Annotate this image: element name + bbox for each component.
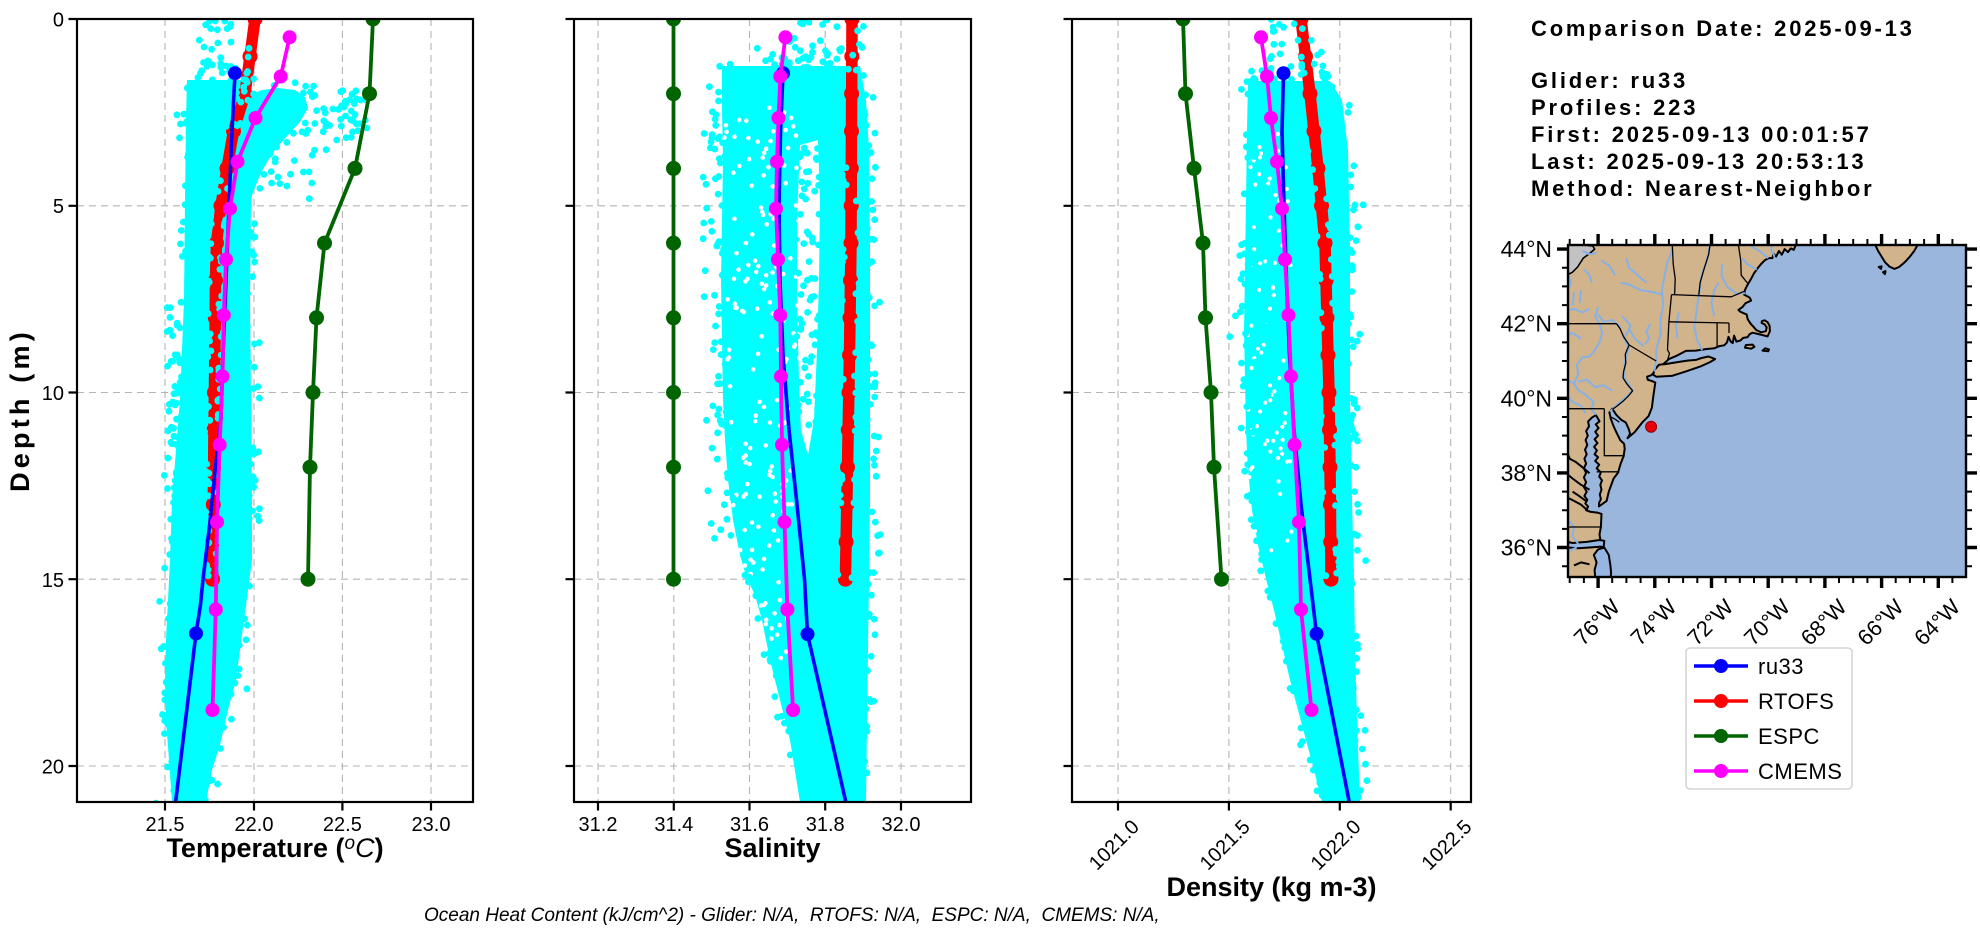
svg-text:31.2: 31.2: [579, 814, 618, 836]
svg-text:First: 2025-09-13 00:01:57: First: 2025-09-13 00:01:57: [1531, 122, 1872, 147]
svg-text:15: 15: [42, 570, 64, 592]
svg-text:0: 0: [53, 10, 64, 32]
svg-text:20: 20: [42, 757, 64, 779]
svg-text:22.0: 22.0: [235, 814, 274, 836]
svg-text:Profiles: 223: Profiles: 223: [1531, 95, 1698, 120]
svg-text:31.4: 31.4: [654, 814, 693, 836]
svg-text:40°N: 40°N: [1501, 385, 1552, 411]
svg-text:31.8: 31.8: [806, 814, 845, 836]
svg-text:31.6: 31.6: [730, 814, 769, 836]
svg-text:CMEMS: CMEMS: [1758, 759, 1842, 784]
svg-text:Ocean Heat Content (kJ/cm^2) -: Ocean Heat Content (kJ/cm^2) - Glider: N…: [424, 905, 1160, 926]
svg-text:ESPC: ESPC: [1758, 724, 1820, 749]
svg-text:36°N: 36°N: [1501, 535, 1552, 561]
svg-text:Depth (m): Depth (m): [5, 328, 35, 492]
svg-text:22.5: 22.5: [323, 814, 362, 836]
svg-text:Salinity: Salinity: [724, 833, 820, 863]
svg-text:21.5: 21.5: [146, 814, 185, 836]
svg-text:23.0: 23.0: [412, 814, 451, 836]
svg-text:10: 10: [42, 383, 64, 405]
svg-text:Density (kg m-3): Density (kg m-3): [1166, 872, 1376, 902]
svg-text:Comparison Date: 2025-09-13: Comparison Date: 2025-09-13: [1531, 16, 1915, 41]
svg-text:ru33: ru33: [1758, 654, 1804, 679]
svg-text:Glider: ru33: Glider: ru33: [1531, 68, 1688, 93]
svg-text:42°N: 42°N: [1501, 311, 1552, 337]
svg-text:38°N: 38°N: [1501, 460, 1552, 486]
svg-text:Last: 2025-09-13 20:53:13: Last: 2025-09-13 20:53:13: [1531, 149, 1866, 174]
svg-text:32.0: 32.0: [882, 814, 921, 836]
svg-text:Method: Nearest-Neighbor: Method: Nearest-Neighbor: [1531, 176, 1874, 201]
svg-text:RTOFS: RTOFS: [1758, 689, 1834, 714]
svg-text:44°N: 44°N: [1501, 236, 1552, 262]
svg-text:5: 5: [53, 196, 64, 218]
